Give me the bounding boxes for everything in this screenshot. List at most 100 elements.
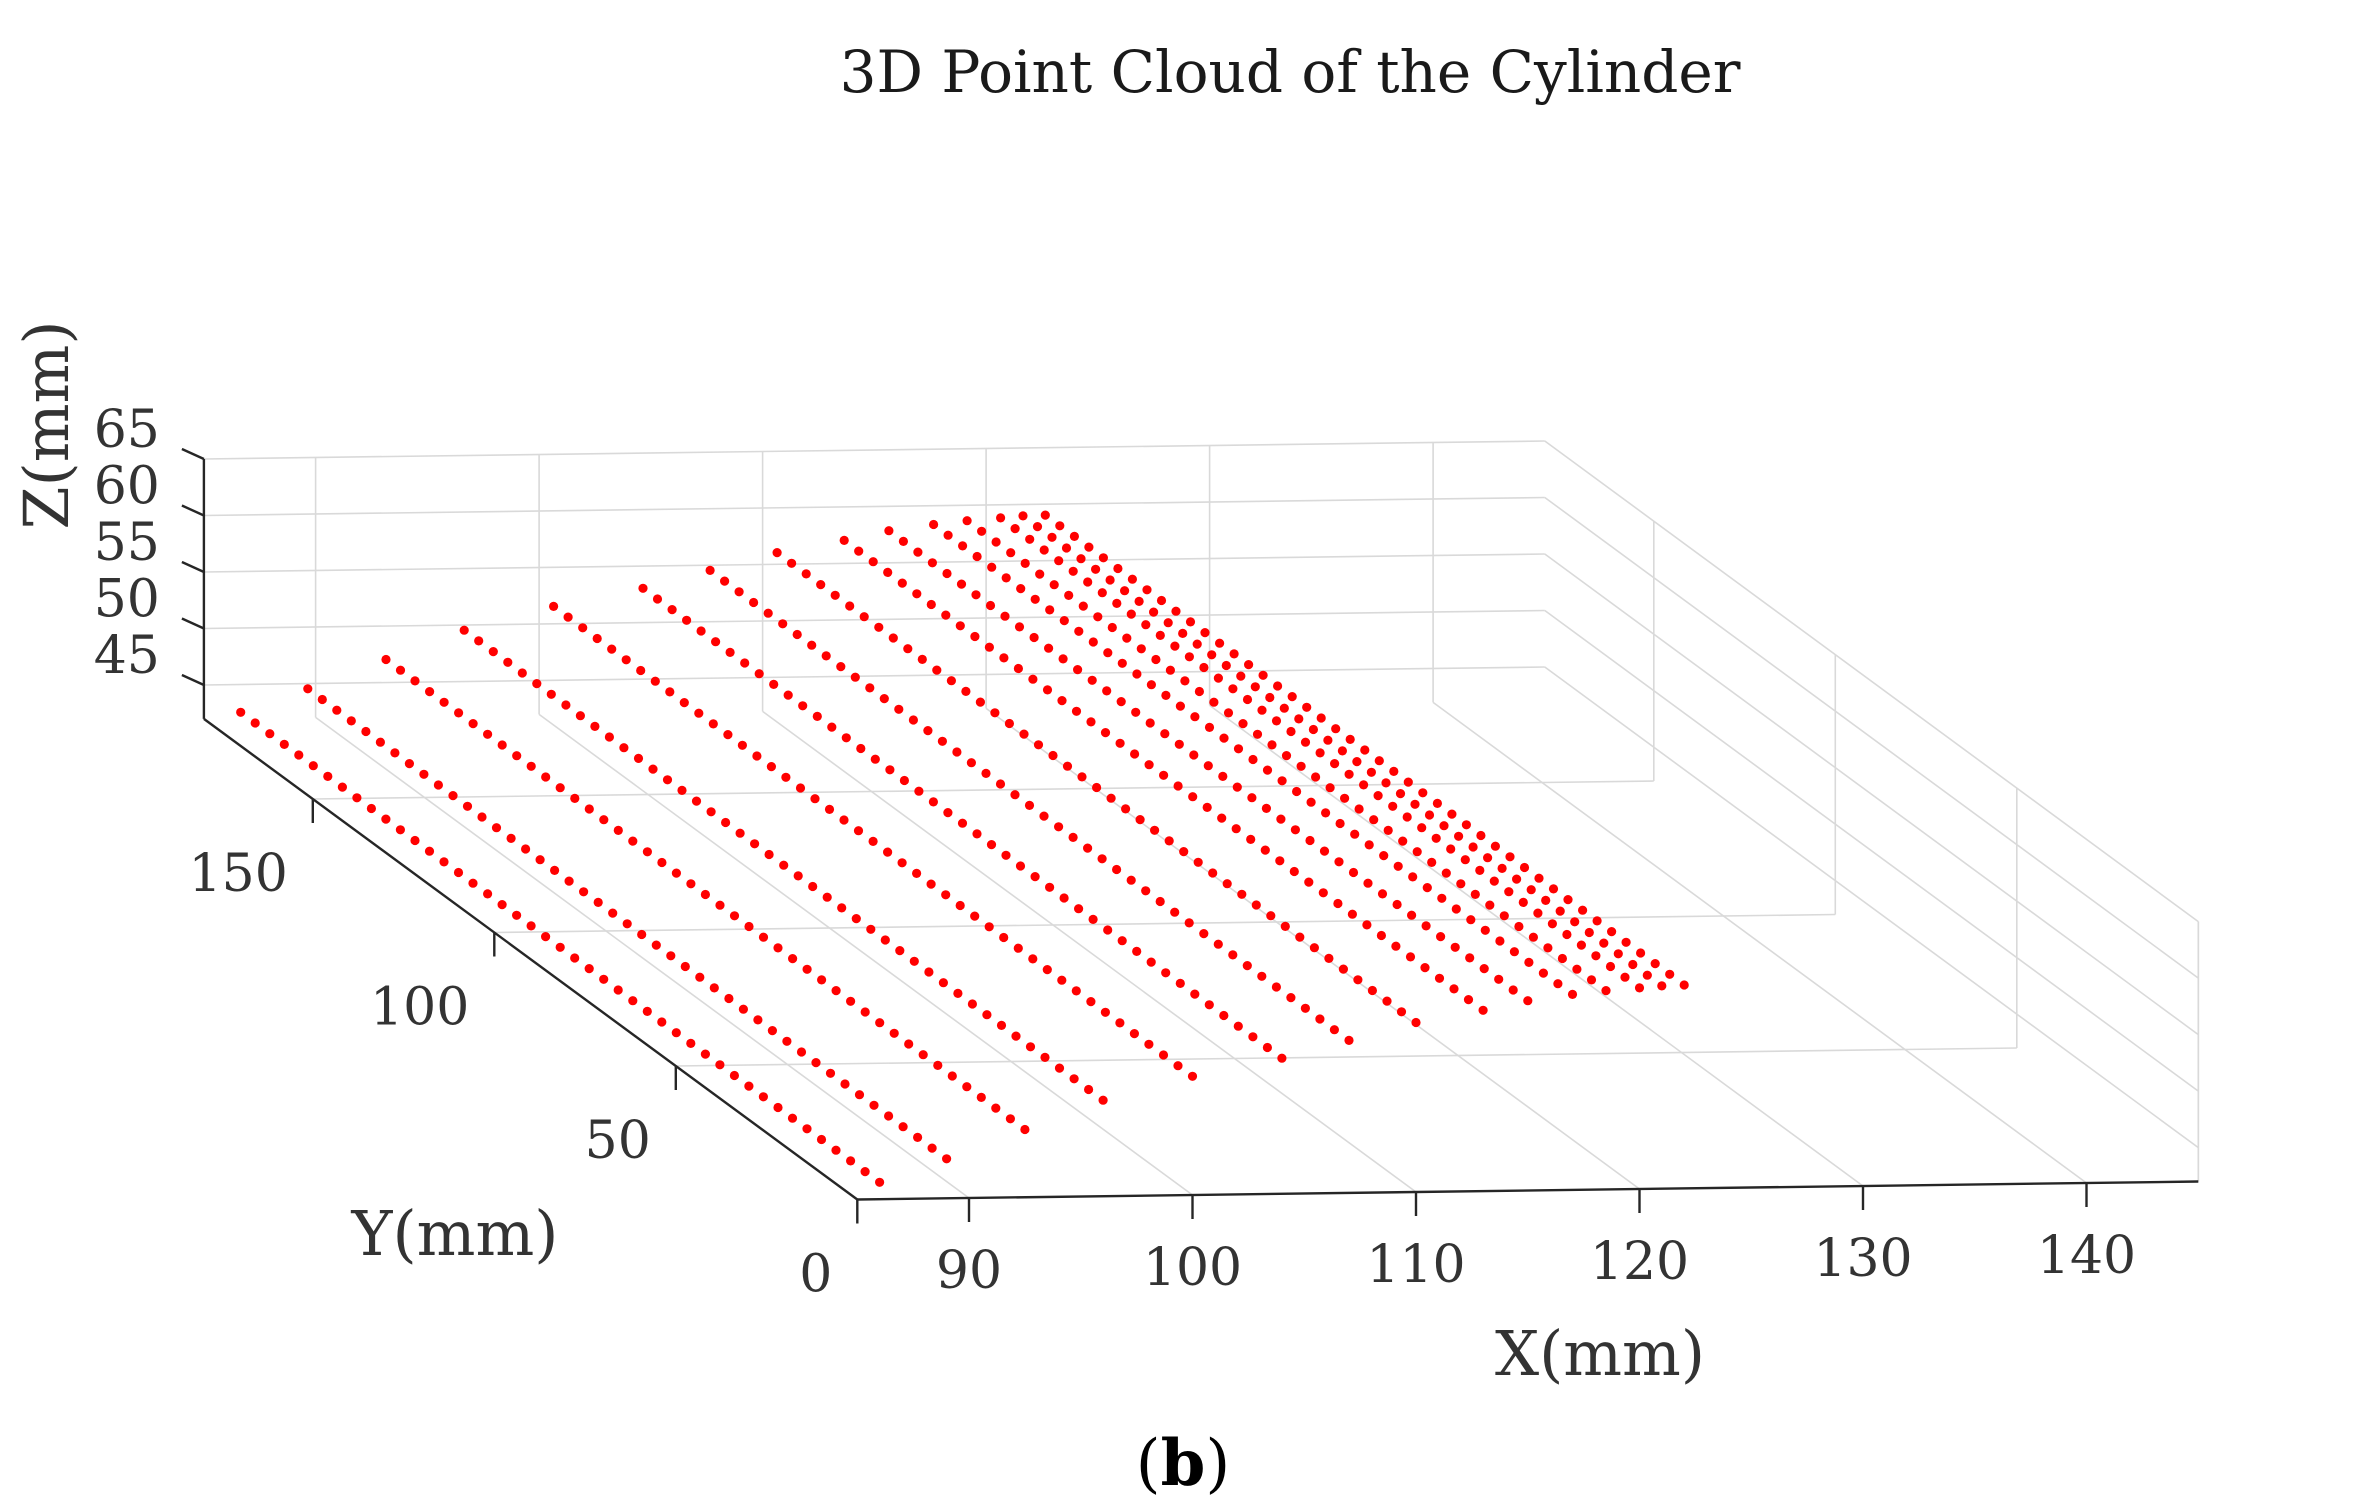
point-marker xyxy=(1379,851,1389,861)
point-marker xyxy=(1258,670,1268,680)
point-marker xyxy=(1273,681,1283,691)
point-marker xyxy=(917,654,927,665)
point-marker xyxy=(1324,953,1334,964)
point-marker xyxy=(773,1102,783,1113)
point-marker xyxy=(970,911,980,921)
point-marker xyxy=(665,687,675,697)
point-marker xyxy=(1223,708,1234,718)
point-marker xyxy=(1073,665,1083,675)
point-marker xyxy=(1093,612,1103,622)
point-marker xyxy=(1102,686,1112,696)
point-marker xyxy=(1512,874,1522,884)
point-marker xyxy=(1146,957,1156,967)
point-marker xyxy=(1634,983,1645,993)
point-marker xyxy=(975,697,986,707)
point-marker xyxy=(810,794,820,804)
point-marker xyxy=(1265,692,1275,703)
point-marker xyxy=(1116,697,1126,707)
point-marker xyxy=(1005,1114,1016,1124)
point-marker xyxy=(410,676,420,686)
point-marker xyxy=(841,733,851,743)
point-marker xyxy=(1497,863,1507,874)
point-marker xyxy=(991,1103,1001,1113)
point-marker xyxy=(1159,770,1169,780)
grid-line xyxy=(312,780,1654,800)
point-marker xyxy=(1098,553,1108,563)
y-tick-label: 0 xyxy=(799,1245,832,1305)
point-marker xyxy=(1054,556,1064,566)
point-marker xyxy=(1403,777,1413,787)
point-marker xyxy=(459,625,469,635)
point-marker xyxy=(608,908,618,918)
point-marker xyxy=(555,942,565,952)
point-marker xyxy=(1202,802,1212,813)
point-marker xyxy=(908,715,919,725)
grid-line xyxy=(203,666,1545,686)
point-marker xyxy=(860,1167,870,1177)
point-marker xyxy=(1020,1124,1030,1135)
point-marker xyxy=(894,704,904,714)
point-marker xyxy=(1543,943,1553,953)
point-marker xyxy=(1013,663,1024,674)
point-marker xyxy=(1420,963,1430,973)
point-marker xyxy=(1059,893,1069,903)
point-marker xyxy=(879,694,889,704)
x-tick-label: 110 xyxy=(1366,1235,1465,1295)
point-marker xyxy=(390,748,400,758)
point-marker xyxy=(1271,716,1282,726)
point-marker xyxy=(962,1082,972,1092)
point-marker xyxy=(1146,680,1156,690)
point-marker xyxy=(1236,671,1246,681)
point-marker xyxy=(1407,910,1417,920)
point-marker xyxy=(439,697,449,707)
point-marker xyxy=(966,758,977,768)
point-marker xyxy=(853,826,864,836)
point-marker xyxy=(782,1036,792,1046)
z-tick-label: 55 xyxy=(94,513,160,573)
point-marker xyxy=(1363,878,1373,888)
point-marker xyxy=(1650,959,1660,969)
point-marker xyxy=(317,694,327,705)
z-tick-label: 65 xyxy=(94,400,160,460)
point-marker xyxy=(929,519,939,530)
point-marker xyxy=(1088,914,1098,925)
point-marker xyxy=(868,836,878,847)
point-marker xyxy=(1447,809,1457,819)
grid-line xyxy=(1544,553,2199,1036)
point-marker xyxy=(1088,637,1098,647)
point-marker xyxy=(816,1134,827,1145)
point-marker xyxy=(1679,980,1689,990)
point-marker xyxy=(996,1020,1007,1030)
point-marker xyxy=(1097,854,1107,864)
point-marker xyxy=(1084,542,1094,552)
point-marker xyxy=(1427,857,1437,868)
point-marker xyxy=(1348,867,1359,878)
point-marker xyxy=(764,849,774,860)
point-marker xyxy=(869,1100,879,1110)
point-marker xyxy=(1483,853,1493,863)
point-marker xyxy=(1076,554,1086,564)
point-marker xyxy=(1033,740,1044,750)
point-marker xyxy=(880,935,890,945)
point-marker xyxy=(729,1070,740,1081)
point-marker xyxy=(1289,866,1299,877)
point-marker xyxy=(1570,917,1580,927)
point-marker xyxy=(850,672,860,682)
point-marker xyxy=(1015,861,1026,871)
point-marker xyxy=(1117,936,1127,946)
point-marker xyxy=(729,911,740,921)
point-marker xyxy=(1129,1029,1139,1039)
point-marker xyxy=(1295,932,1305,942)
point-marker xyxy=(801,569,811,579)
point-marker xyxy=(724,993,734,1004)
point-marker xyxy=(1318,888,1328,898)
point-marker xyxy=(1218,771,1228,782)
point-marker xyxy=(816,580,826,590)
grid-line xyxy=(1544,496,2199,979)
point-marker xyxy=(783,690,793,700)
point-marker xyxy=(563,612,573,622)
point-marker xyxy=(546,689,556,699)
point-marker xyxy=(1132,946,1142,957)
point-marker xyxy=(511,910,522,920)
